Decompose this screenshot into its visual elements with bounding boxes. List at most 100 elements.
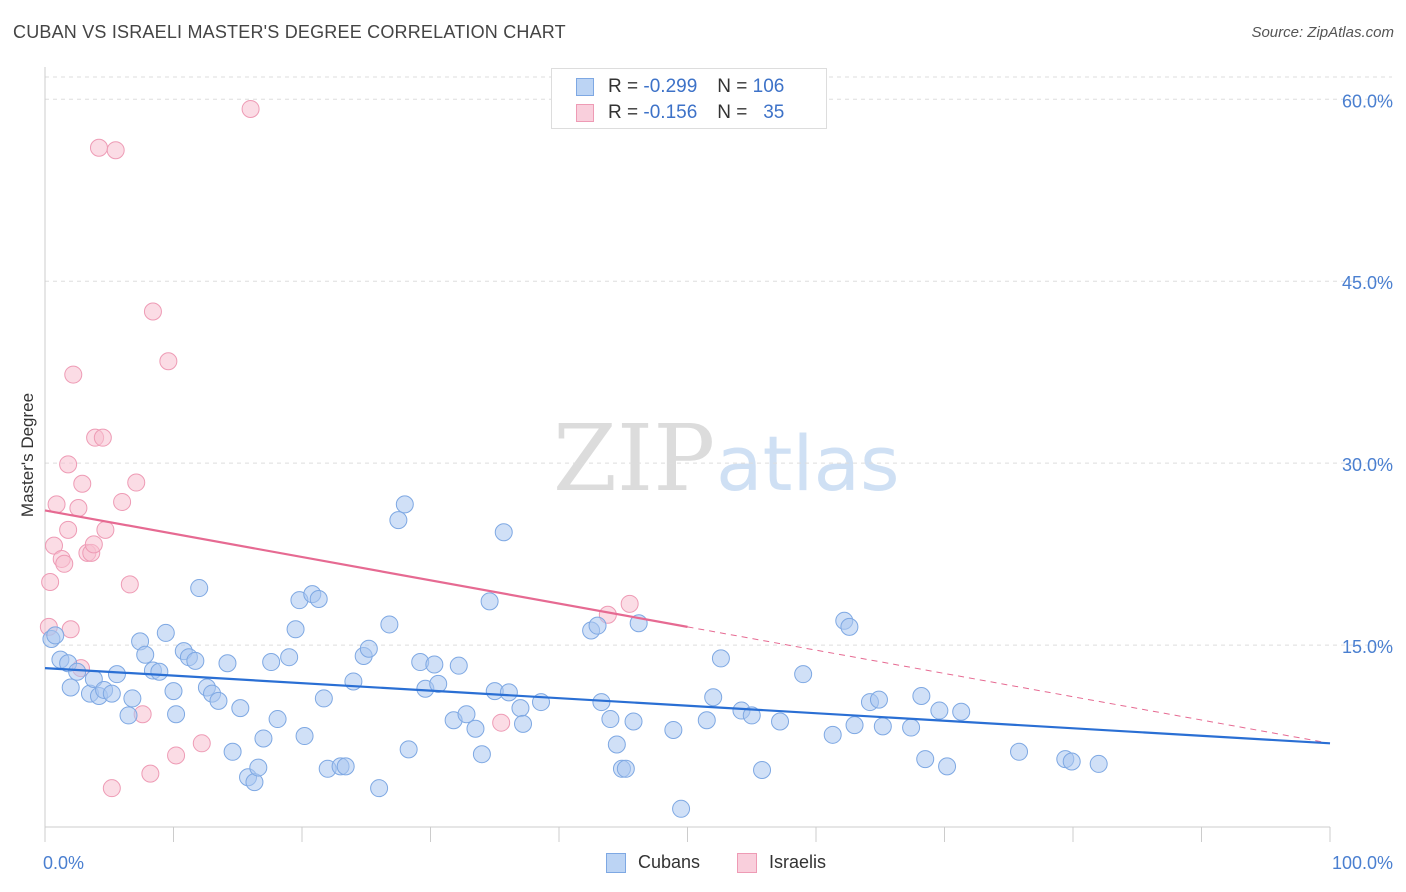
grid <box>45 76 1392 646</box>
israelis-point <box>44 536 63 555</box>
watermark: ZIP atlas <box>553 405 900 512</box>
israelis-swatch <box>576 104 594 122</box>
cubans-point <box>107 665 126 684</box>
cubans-point <box>742 706 761 725</box>
legend-row-cubans: R = -0.299 N = 106 <box>576 74 784 100</box>
ticks: 15.0% 30.0% 45.0% 60.0% 0.0% 100.0% <box>43 91 1393 873</box>
legend-r-label: R = <box>608 102 639 123</box>
cubans-point <box>119 706 138 725</box>
cubans-point <box>601 710 620 729</box>
legend-n-label: N = <box>717 76 748 97</box>
cubans-point <box>395 495 414 514</box>
cubans-legend-label: Cubans <box>638 852 701 872</box>
cubans-point <box>156 623 175 642</box>
israelis-point <box>241 99 260 118</box>
cubans-r-value: -0.299 <box>643 76 698 97</box>
israelis-point <box>84 535 103 554</box>
israelis-point <box>620 594 639 613</box>
watermark-zip: ZIP <box>553 405 715 512</box>
israelis-point <box>96 520 115 539</box>
cubans-point <box>231 699 250 718</box>
israelis-r-value: -0.156 <box>643 102 698 123</box>
cubans-point <box>711 649 730 668</box>
cubans-point <box>123 689 142 708</box>
israelis-point <box>113 492 132 511</box>
cubans-point <box>190 579 209 598</box>
israelis-point <box>167 746 186 765</box>
israelis-legend-label: Israelis <box>769 852 827 872</box>
israelis-points <box>39 99 639 798</box>
cubans-point <box>425 655 444 674</box>
cubans-point <box>938 757 957 776</box>
cubans-point <box>499 683 518 702</box>
series-legend: Cubans Israelis <box>0 852 1406 878</box>
israelis-point <box>47 495 66 514</box>
cubans-point <box>916 750 935 769</box>
israelis-point <box>73 474 92 493</box>
israelis-point <box>492 713 511 732</box>
cubans-point <box>616 759 635 778</box>
cubans-point <box>389 511 408 530</box>
israelis-point <box>89 138 108 157</box>
cubans-point <box>704 688 723 707</box>
cubans-point <box>753 760 772 779</box>
cubans-point <box>136 645 155 664</box>
israelis-point <box>141 764 160 783</box>
cubans-point <box>399 740 418 759</box>
cubans-point <box>845 716 864 735</box>
cubans-point <box>1062 752 1081 771</box>
israelis-legend-swatch <box>737 852 757 873</box>
israelis-point <box>192 734 211 753</box>
cubans-trend-line <box>44 667 1331 745</box>
cubans-point <box>102 684 121 703</box>
israelis-point <box>120 575 139 594</box>
cubans-point <box>209 691 228 710</box>
cubans-point <box>511 699 530 718</box>
cubans-swatch <box>576 78 594 96</box>
israelis-trend-line <box>44 509 688 628</box>
israelis-point <box>93 428 112 447</box>
israelis-point <box>143 302 162 321</box>
cubans-point <box>902 718 921 737</box>
cubans-point <box>624 712 643 731</box>
cubans-point <box>359 639 378 658</box>
israelis-point <box>59 455 78 474</box>
cubans-point <box>254 729 273 748</box>
legend-r-label: R = <box>608 76 639 97</box>
x-tick-label-min: 0.0% <box>43 853 84 873</box>
israelis-n-value: 35 <box>763 102 785 123</box>
x-tick-label-max: 100.0% <box>1332 853 1393 873</box>
cubans-point <box>449 656 468 675</box>
cubans-point <box>380 615 399 634</box>
cubans-point <box>309 589 328 608</box>
cubans-point <box>249 758 268 777</box>
cubans-point <box>186 651 205 670</box>
cubans-point <box>514 714 533 733</box>
israelis-point <box>59 520 78 539</box>
cubans-point <box>1010 742 1029 761</box>
cubans-point <box>823 725 842 744</box>
israelis-point <box>61 620 80 639</box>
cubans-points <box>42 495 1108 818</box>
cubans-point <box>370 779 389 798</box>
legend-row-israelis: R = -0.156 N = 35 <box>576 100 784 126</box>
cubans-point <box>494 523 513 542</box>
cubans-point <box>664 720 683 739</box>
cubans-point <box>771 712 790 731</box>
cubans-legend-swatch <box>606 852 626 873</box>
cubans-point <box>697 711 716 730</box>
legend-n-label: N = <box>717 102 748 123</box>
cubans-point <box>218 654 237 673</box>
cubans-point <box>46 626 65 645</box>
cubans-point <box>223 742 242 761</box>
trend-lines <box>44 509 1331 745</box>
israelis-point <box>159 352 178 371</box>
cubans-point <box>912 687 931 706</box>
cubans-point <box>314 689 333 708</box>
legend-item-israelis: Israelis <box>737 852 826 873</box>
cubans-point <box>873 717 892 736</box>
cubans-point <box>280 648 299 667</box>
cubans-point <box>480 592 499 611</box>
cubans-point <box>268 710 287 729</box>
cubans-point <box>262 653 281 672</box>
